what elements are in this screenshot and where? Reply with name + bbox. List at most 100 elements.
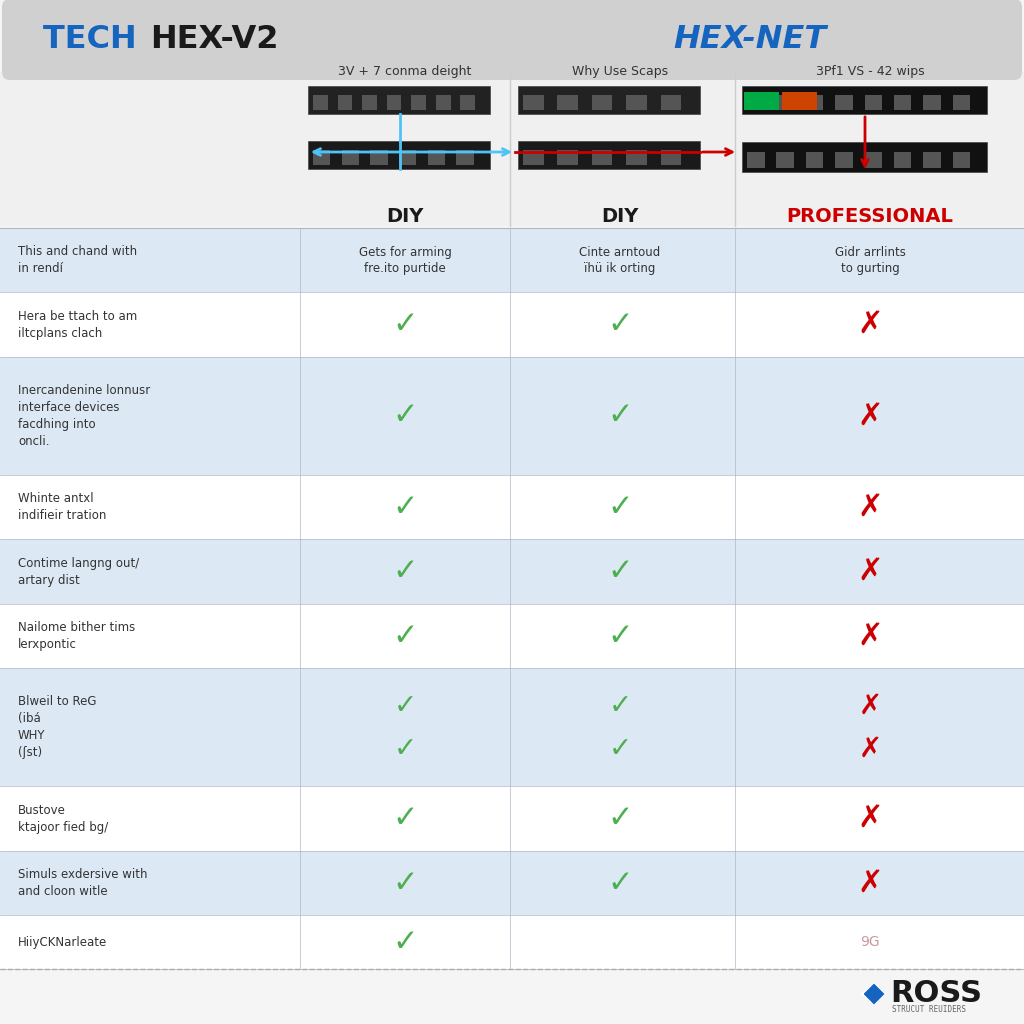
Bar [0, 475, 1024, 540]
Text: Blweil to ReG
(ibá
WHY
(ʃst): Blweil to ReG (ibá WHY (ʃst) [18, 695, 96, 760]
Text: HiiyCKNarleate: HiiyCKNarleate [18, 936, 108, 948]
Bar [894, 152, 911, 168]
Text: 3Pf1 VS - 42 wips: 3Pf1 VS - 42 wips [816, 65, 925, 78]
Bar [894, 94, 911, 110]
Bar [313, 94, 328, 110]
Bar [387, 94, 401, 110]
Text: ✓: ✓ [608, 692, 632, 720]
Bar [924, 152, 941, 168]
Bar [660, 150, 681, 165]
Bar [952, 152, 971, 168]
Text: ✓: ✓ [393, 734, 417, 763]
Text: ✓: ✓ [607, 310, 633, 339]
Bar [0, 786, 1024, 851]
Text: ✓: ✓ [608, 734, 632, 763]
Bar [776, 152, 794, 168]
Text: PROFESSIONAL: PROFESSIONAL [786, 207, 953, 225]
Text: HEX-NET: HEX-NET [674, 24, 826, 55]
Text: ✗: ✗ [857, 310, 883, 339]
Text: Contime langng out/
artary dist: Contime langng out/ artary dist [18, 557, 139, 587]
Bar [806, 94, 823, 110]
Bar [742, 86, 987, 114]
Text: ✓: ✓ [392, 493, 418, 521]
Bar [836, 152, 853, 168]
Bar [518, 86, 700, 114]
Bar [518, 141, 700, 169]
Text: ✓: ✓ [607, 493, 633, 521]
Text: 9G: 9G [860, 935, 880, 949]
Text: ✗: ✗ [858, 734, 882, 763]
Text: ROSS: ROSS [890, 980, 982, 1009]
Bar [0, 540, 1024, 604]
Bar [627, 94, 647, 110]
Text: STRUCUT REUIDERS: STRUCUT REUIDERS [892, 1006, 966, 1015]
Text: ✓: ✓ [392, 401, 418, 430]
Bar [371, 150, 387, 165]
Bar [338, 94, 352, 110]
Text: ✗: ✗ [858, 692, 882, 720]
Bar [0, 851, 1024, 915]
Text: ✓: ✓ [392, 310, 418, 339]
FancyBboxPatch shape [2, 0, 1022, 80]
Bar [776, 94, 794, 110]
Bar [523, 94, 544, 110]
Text: DIY: DIY [601, 207, 639, 225]
Bar [313, 150, 330, 165]
Bar [592, 94, 612, 110]
Text: Hera be ttach to am
iltcplans clach: Hera be ttach to am iltcplans clach [18, 309, 137, 340]
Text: DIY: DIY [386, 207, 424, 225]
Text: ✗: ✗ [857, 401, 883, 430]
Text: ✓: ✓ [607, 868, 633, 898]
Text: Whinte antxl
indifieir tration: Whinte antxl indifieir tration [18, 493, 106, 522]
Bar [0, 915, 1024, 969]
Text: ✓: ✓ [392, 804, 418, 834]
Text: Bustove
ktajoor fied bg/: Bustove ktajoor fied bg/ [18, 804, 109, 834]
Bar [457, 150, 473, 165]
Text: Gidr arrlints
to gurting: Gidr arrlints to gurting [835, 246, 905, 274]
Text: ✗: ✗ [857, 804, 883, 834]
Bar [428, 150, 444, 165]
Bar [557, 150, 578, 165]
Text: ✓: ✓ [392, 557, 418, 586]
Text: ✓: ✓ [607, 401, 633, 430]
Bar [0, 604, 1024, 669]
Bar [924, 94, 941, 110]
Bar [744, 92, 779, 110]
Bar [864, 94, 882, 110]
FancyBboxPatch shape [0, 72, 1024, 226]
Text: ✓: ✓ [607, 804, 633, 834]
Bar [0, 228, 1024, 293]
Text: Gets for arming
fre.ito purtide: Gets for arming fre.ito purtide [358, 246, 452, 274]
Text: ✗: ✗ [857, 493, 883, 521]
Bar [660, 94, 681, 110]
Bar [0, 357, 1024, 475]
Bar [523, 150, 544, 165]
Bar [461, 94, 475, 110]
Text: ✓: ✓ [392, 928, 418, 956]
Bar [399, 150, 416, 165]
Polygon shape [862, 982, 886, 1006]
Bar [557, 94, 578, 110]
Text: Nailome bither tims
lerxpontic: Nailome bither tims lerxpontic [18, 622, 135, 651]
Text: HEX-V2: HEX-V2 [150, 24, 279, 55]
Bar [806, 152, 823, 168]
Bar [746, 152, 765, 168]
Text: ✗: ✗ [857, 622, 883, 650]
Bar [308, 86, 490, 114]
Text: ✓: ✓ [392, 868, 418, 898]
Bar [412, 94, 426, 110]
Bar [362, 94, 377, 110]
Bar [592, 150, 612, 165]
Bar [342, 150, 358, 165]
Text: ✓: ✓ [607, 557, 633, 586]
Bar [782, 92, 817, 110]
Bar [742, 142, 987, 172]
Text: This and chand with
in rendí: This and chand with in rendí [18, 245, 137, 275]
Text: ✗: ✗ [857, 557, 883, 586]
Bar [0, 669, 1024, 786]
Text: ✓: ✓ [607, 622, 633, 650]
Bar [436, 94, 451, 110]
Text: ✓: ✓ [392, 622, 418, 650]
Bar [746, 94, 765, 110]
Bar [864, 152, 882, 168]
